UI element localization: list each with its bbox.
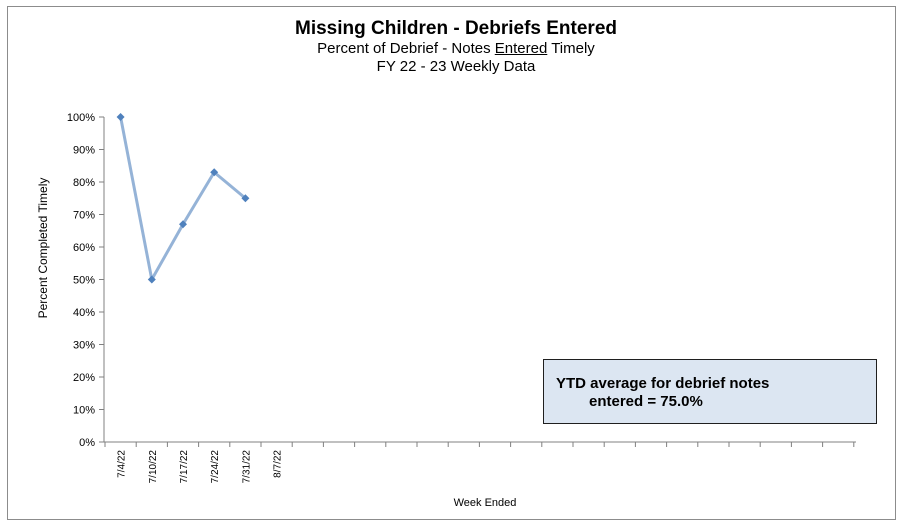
y-tick-label: 100% (67, 112, 95, 124)
series-line (119, 116, 247, 281)
x-tick-label: 7/10/22 (148, 450, 159, 484)
ytd-average-box: YTD average for debrief notes entered = … (543, 359, 877, 424)
chart-frame (7, 6, 896, 520)
data-point (147, 275, 156, 284)
x-tick-label: 8/7/22 (273, 450, 284, 478)
data-point (241, 194, 250, 203)
y-tick-label: 20% (73, 372, 95, 384)
chart-title: Missing Children - Debriefs Entered (295, 18, 617, 39)
x-tick-label: 7/4/22 (117, 450, 128, 478)
y-axis-label: Percent Completed Timely (36, 177, 50, 319)
x-axis-label: Week Ended (453, 497, 517, 509)
y-tick-label: 30% (73, 340, 95, 352)
data-point (116, 113, 125, 121)
y-tick-label: 0% (79, 437, 95, 449)
chart-subtitle: Percent of Debrief - Notes Entered Timel… (0, 40, 901, 58)
y-tick-label: 60% (73, 242, 95, 254)
data-point (210, 168, 219, 177)
chart-subtitle-2: FY 22 - 23 Weekly Data (376, 58, 536, 75)
x-tick-label: 7/17/22 (179, 450, 190, 484)
y-tick-label: 70% (73, 210, 95, 222)
data-point (179, 220, 187, 229)
subtitle-part-1: Percent of Debrief - Notes (317, 40, 495, 57)
y-tick-label: 80% (73, 177, 95, 189)
y-tick-label: 40% (73, 307, 95, 319)
ytd-line-2: entered = 75.0% (589, 393, 703, 410)
ytd-line-1: YTD average for debrief notes (556, 375, 770, 392)
x-tick-label: 7/24/22 (210, 450, 221, 484)
subtitle-part-3: Timely (547, 40, 595, 57)
subtitle-part-2: Entered (494, 40, 548, 57)
x-tick-label: 7/31/22 (241, 450, 252, 484)
chart-titles: Missing Children - Debriefs Entered Perc… (0, 18, 901, 76)
y-tick-label: 90% (73, 145, 95, 157)
y-tick-label: 10% (73, 405, 95, 417)
y-tick-label: 50% (73, 275, 95, 287)
